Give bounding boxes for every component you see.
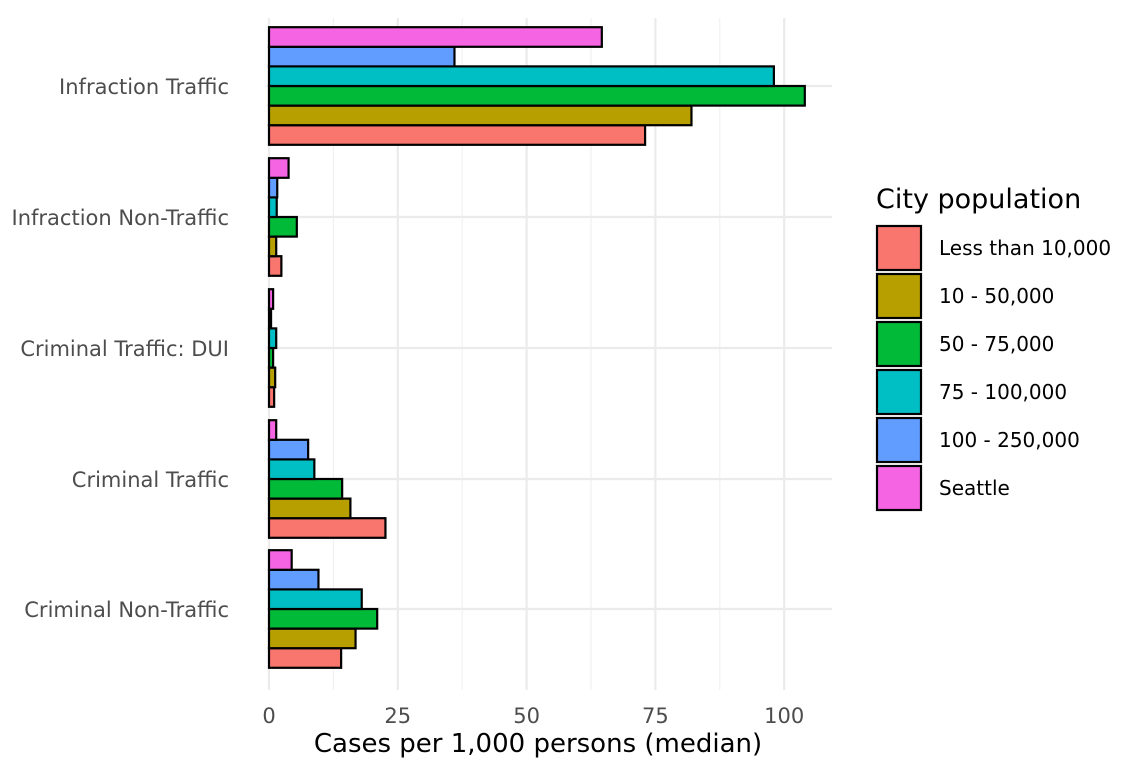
- x-axis-title: Cases per 1,000 persons (median): [314, 729, 762, 759]
- bar: [267, 124, 647, 146]
- y-tick-label: Criminal Traffic: DUI: [20, 337, 229, 361]
- legend-title: City population: [876, 184, 1081, 215]
- bars: [267, 26, 806, 669]
- bar: [267, 477, 344, 500]
- legend-label: 10 - 50,000: [939, 284, 1054, 308]
- y-axis-tick-labels: Infraction Traffic Infraction Non-Traffic…: [12, 75, 229, 622]
- x-tick-label: 25: [384, 704, 411, 728]
- legend-key: [875, 416, 923, 464]
- x-tick-label: 100: [764, 704, 804, 728]
- bar: [267, 327, 278, 350]
- bar: [267, 157, 290, 179]
- legend-label: 50 - 75,000: [939, 332, 1054, 356]
- y-tick-label: Infraction Traffic: [59, 75, 229, 99]
- legend-label: Less than 10,000: [939, 236, 1111, 260]
- bar: [267, 65, 775, 88]
- bar: [267, 84, 806, 107]
- legend-key: [875, 464, 923, 512]
- x-tick-label: 75: [642, 704, 669, 728]
- bar: [267, 588, 363, 611]
- legend-label: 100 - 250,000: [939, 428, 1080, 452]
- legend-label: Seattle: [939, 476, 1010, 500]
- y-tick-label: Criminal Traffic: [72, 468, 229, 492]
- bar: [267, 438, 310, 461]
- bar: [267, 346, 275, 369]
- bar: [267, 235, 278, 258]
- legend: City population Less than 10,000 10 - 50,…: [875, 184, 1111, 512]
- bar: [267, 458, 316, 481]
- legend-key: [875, 368, 923, 416]
- legend-key: [875, 224, 923, 272]
- legend-label: 75 - 100,000: [939, 380, 1067, 404]
- bar: [267, 366, 277, 389]
- bar: [267, 517, 387, 539]
- bar: [267, 196, 278, 219]
- x-tick-label: 50: [513, 704, 540, 728]
- bar: [267, 607, 379, 630]
- bar: [267, 386, 276, 408]
- bar: [267, 288, 275, 310]
- bar: [267, 497, 352, 520]
- legend-key: [875, 320, 923, 368]
- legend-key: [875, 272, 923, 320]
- bar: [267, 419, 278, 441]
- y-tick-label: Infraction Non-Traffic: [12, 206, 229, 230]
- x-tick-label: 0: [262, 704, 275, 728]
- bar: [267, 647, 343, 669]
- bar: [267, 307, 273, 330]
- bar: [267, 549, 293, 571]
- bar: [267, 255, 283, 277]
- x-axis-tick-labels: 0 25 50 75 100: [262, 704, 804, 728]
- bar: [267, 104, 693, 127]
- bar: [267, 215, 298, 238]
- bar: [267, 26, 603, 48]
- bar: [267, 568, 320, 591]
- legend-items: Less than 10,000 10 - 50,000 50 - 75,000 75…: [875, 224, 1111, 512]
- y-tick-label: Criminal Non-Traffic: [24, 598, 229, 622]
- bar: [267, 176, 279, 199]
- bar: [267, 627, 357, 650]
- bar: [267, 45, 456, 68]
